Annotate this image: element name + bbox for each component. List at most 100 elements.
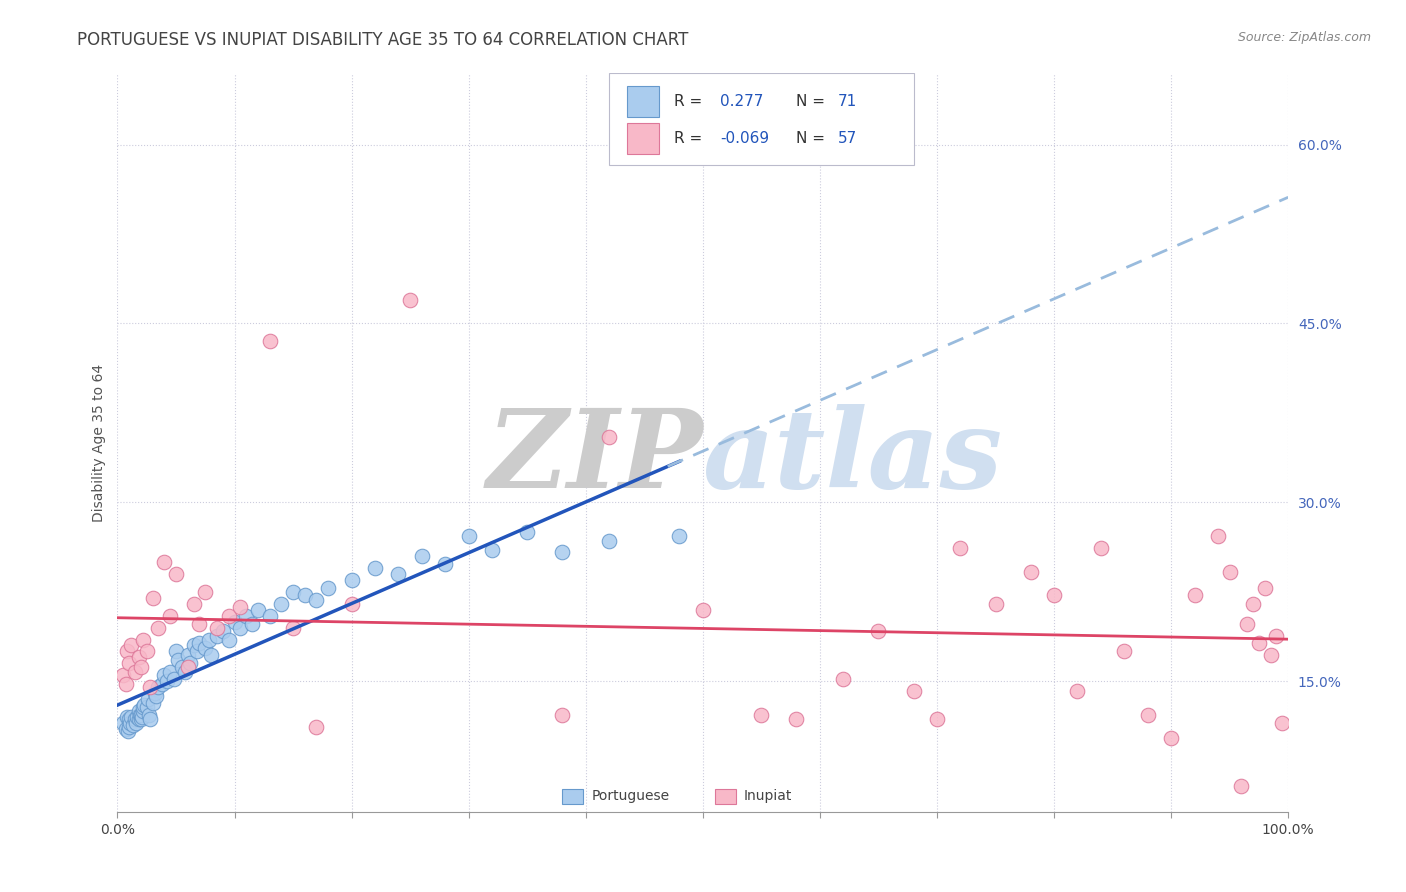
Point	[1019, 565, 1042, 579]
Point	[1206, 529, 1229, 543]
Point	[156, 674, 179, 689]
Point	[121, 639, 143, 653]
Point	[785, 713, 807, 727]
Point	[194, 640, 217, 655]
Point	[159, 665, 181, 679]
Text: N =: N =	[796, 94, 825, 109]
Point	[984, 597, 1007, 611]
Point	[165, 566, 187, 581]
Text: -0.069: -0.069	[720, 131, 769, 146]
Point	[481, 543, 503, 558]
Point	[120, 716, 142, 731]
Point	[399, 293, 422, 307]
Point	[170, 660, 193, 674]
Point	[118, 720, 141, 734]
Point	[411, 549, 433, 563]
Point	[124, 665, 146, 679]
Text: R =: R =	[673, 131, 702, 146]
Point	[117, 724, 139, 739]
Point	[1184, 588, 1206, 602]
Point	[153, 668, 176, 682]
Point	[1043, 588, 1066, 602]
Point	[229, 600, 252, 615]
Text: ZIP: ZIP	[486, 404, 703, 511]
Point	[1230, 779, 1253, 793]
Point	[121, 718, 143, 732]
FancyBboxPatch shape	[627, 123, 659, 154]
Point	[124, 713, 146, 727]
FancyBboxPatch shape	[562, 789, 583, 804]
Point	[668, 529, 690, 543]
Point	[125, 716, 148, 731]
Point	[218, 632, 240, 647]
Point	[129, 707, 152, 722]
Point	[115, 644, 138, 658]
Point	[516, 525, 538, 540]
Point	[925, 713, 948, 727]
Point	[132, 632, 155, 647]
Point	[145, 689, 167, 703]
Point	[150, 676, 173, 690]
Point	[1265, 629, 1288, 643]
Text: PORTUGUESE VS INUPIAT DISABILITY AGE 35 TO 64 CORRELATION CHART: PORTUGUESE VS INUPIAT DISABILITY AGE 35 …	[77, 31, 689, 49]
Point	[598, 430, 620, 444]
Point	[316, 581, 339, 595]
Point	[211, 624, 233, 639]
Point	[183, 639, 205, 653]
Point	[340, 597, 363, 611]
Point	[692, 603, 714, 617]
FancyBboxPatch shape	[714, 789, 735, 804]
Point	[118, 657, 141, 671]
Point	[165, 644, 187, 658]
Point	[218, 608, 240, 623]
Point	[868, 624, 890, 639]
Text: 71: 71	[838, 94, 856, 109]
Point	[167, 653, 190, 667]
Point	[903, 683, 925, 698]
Point	[128, 650, 150, 665]
Point	[127, 710, 149, 724]
Point	[229, 621, 252, 635]
Point	[598, 533, 620, 548]
Point	[136, 692, 159, 706]
Point	[135, 700, 157, 714]
Point	[188, 617, 211, 632]
Point	[142, 696, 165, 710]
Point	[183, 597, 205, 611]
Point	[259, 334, 281, 349]
Point	[1066, 683, 1088, 698]
Point	[128, 707, 150, 722]
Point	[114, 676, 136, 690]
Point	[305, 720, 328, 734]
Point	[751, 707, 773, 722]
Point	[186, 644, 208, 658]
Text: Portuguese: Portuguese	[592, 789, 669, 803]
Text: R =: R =	[673, 94, 702, 109]
Point	[128, 713, 150, 727]
Point	[132, 704, 155, 718]
Point	[224, 615, 246, 629]
Point	[246, 603, 269, 617]
Point	[340, 573, 363, 587]
Point	[305, 593, 328, 607]
Point	[162, 672, 184, 686]
FancyBboxPatch shape	[609, 73, 914, 165]
Point	[188, 636, 211, 650]
Point	[551, 707, 574, 722]
Point	[832, 672, 855, 686]
Point	[176, 660, 198, 674]
Point	[153, 555, 176, 569]
Point	[1247, 636, 1270, 650]
Point	[176, 648, 198, 662]
Y-axis label: Disability Age 35 to 64: Disability Age 35 to 64	[93, 364, 107, 522]
Point	[139, 680, 162, 694]
Point	[434, 558, 457, 572]
Text: Inupiat: Inupiat	[744, 789, 792, 803]
Point	[148, 680, 170, 694]
Point	[112, 716, 135, 731]
Text: N =: N =	[796, 131, 825, 146]
Point	[118, 713, 141, 727]
Text: Source: ZipAtlas.com: Source: ZipAtlas.com	[1237, 31, 1371, 45]
Point	[194, 584, 217, 599]
Point	[112, 668, 135, 682]
